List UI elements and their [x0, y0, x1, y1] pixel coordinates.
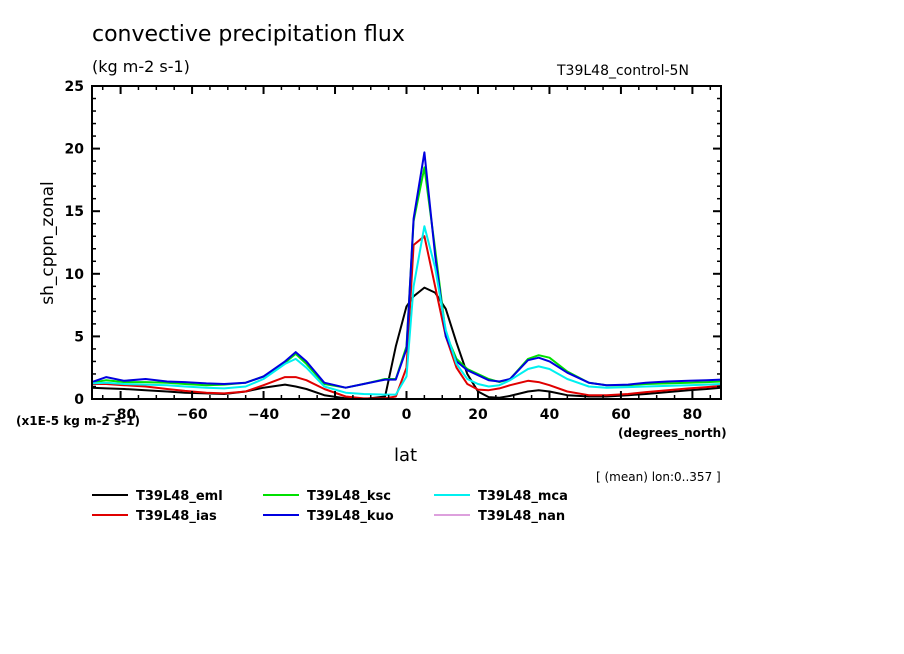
footnote: [ (mean) lon:0..357 ]: [596, 470, 721, 484]
y-tick-label: 0: [74, 392, 84, 408]
x-tick-label: −20: [319, 407, 350, 423]
x-tick-label: −60: [176, 407, 207, 423]
chart-units: (kg m-2 s-1): [92, 57, 190, 76]
x-tick-label: −40: [248, 407, 279, 423]
legend-label: T39L48_eml: [136, 489, 223, 504]
legend-item-t39l48-eml: T39L48_eml: [92, 489, 223, 504]
legend-item-t39l48-kuo: T39L48_kuo: [263, 509, 394, 524]
legend-label: T39L48_mca: [478, 489, 568, 504]
legend-label: T39L48_nan: [478, 509, 565, 524]
chart-title: convective precipitation flux: [92, 22, 405, 47]
legend-label: T39L48_ksc: [307, 489, 391, 504]
y-scale-note: (x1E-5 kg m-2 s-1): [16, 414, 140, 428]
y-tick-label: 10: [65, 267, 85, 283]
series-layer: [91, 151, 722, 400]
x-axis-label: lat: [394, 445, 418, 466]
ticks-layer: −80 −60 −40 −20 0 20 40 60 80 0 5 10 15 20 25: [65, 79, 721, 423]
legend-label: T39L48_ias: [136, 509, 217, 524]
x-tick-label: 80: [683, 407, 703, 423]
series-line-t39l48-mca: [91, 225, 722, 396]
y-tick-label: 15: [65, 204, 84, 220]
y-tick-label: 5: [74, 329, 84, 345]
legend-item-t39l48-ksc: T39L48_ksc: [263, 489, 391, 504]
x-axis-units: (degrees_north): [618, 426, 727, 440]
y-tick-label: 20: [65, 142, 85, 158]
legend-label: T39L48_kuo: [307, 509, 394, 524]
legend-item-t39l48-ias: T39L48_ias: [92, 509, 217, 524]
y-tick-label: 25: [65, 79, 84, 95]
x-tick-label: 40: [540, 407, 560, 423]
series-line-t39l48-kuo: [91, 151, 722, 389]
run-label: T39L48_control-5N: [557, 63, 689, 79]
x-tick-label: 20: [468, 407, 488, 423]
legend: T39L48_eml T39L48_ias T39L48_ksc T39L48_kuo…: [92, 489, 568, 524]
x-tick-label: 60: [611, 407, 631, 423]
x-tick-label: −80: [105, 407, 136, 423]
legend-item-t39l48-nan: T39L48_nan: [434, 509, 565, 524]
series-line-t39l48-ias: [92, 235, 722, 400]
legend-item-t39l48-mca: T39L48_mca: [434, 489, 568, 504]
x-tick-label: 0: [402, 407, 412, 423]
